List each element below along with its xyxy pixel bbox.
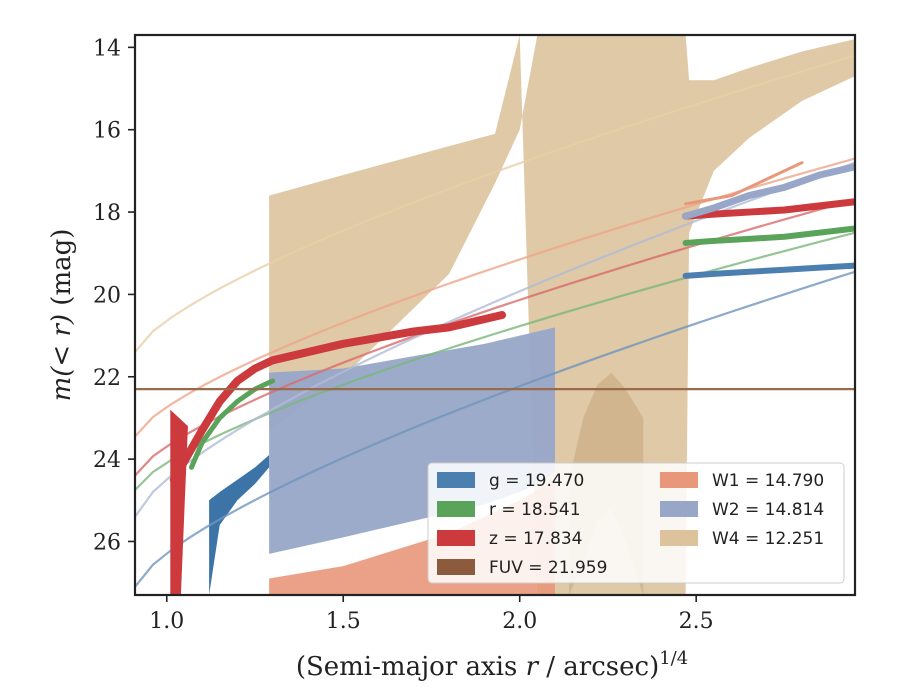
legend-label-W4: W4 = 12.251: [712, 529, 824, 549]
series-r: [682, 225, 855, 246]
legend-label-z: z = 17.834: [489, 529, 582, 549]
y-tick-label: 20: [93, 283, 121, 308]
x-tick-label: 1.5: [326, 609, 361, 634]
legend: g = 19.470 r = 18.541 z = 17.834 FUV = 21.9…: [427, 462, 845, 584]
y-axis-title: m(< r) (mag): [47, 229, 77, 402]
y-tick-label: 18: [93, 201, 121, 226]
legend-label-FUV: FUV = 21.959: [489, 558, 607, 578]
x-tick-label: 2.5: [679, 609, 714, 634]
axis-ticks: 1.0 1.5 2.0 2.5 14 16 18 20 22 24 26: [93, 36, 714, 634]
legend-swatch-W4: [660, 530, 698, 546]
series-z-inner: [169, 311, 507, 484]
legend-swatch-r: [437, 501, 475, 517]
legend-swatch-z: [437, 530, 475, 546]
legend-swatch-g: [437, 472, 475, 488]
legend-label-g: g = 19.470: [489, 471, 584, 491]
x-axis-title: (Semi-major axis r / arcsec)1/4: [296, 648, 688, 682]
legend-swatch-W1: [660, 472, 698, 488]
y-tick-label: 14: [93, 36, 121, 61]
band-g-blue: [209, 455, 270, 595]
y-tick-label: 22: [93, 366, 121, 391]
model-g-model: [135, 270, 855, 588]
series-W2-line: [682, 163, 855, 220]
x-tick-label: 2.0: [502, 609, 537, 634]
series-W1-line: [684, 161, 804, 206]
legend-swatch-FUV: [437, 559, 475, 575]
plot-frame: [133, 33, 857, 597]
model-W4-model: [135, 54, 855, 353]
series-z: [682, 198, 855, 220]
model-z-model: [135, 198, 855, 477]
series-g: [682, 262, 855, 279]
model-W2-model: [135, 161, 855, 518]
y-tick-label: 24: [93, 448, 121, 473]
band-z-spike: [170, 409, 188, 595]
legend-label-W1: W1 = 14.790: [712, 471, 824, 491]
legend-label-W2: W2 = 14.814: [712, 500, 824, 520]
legend-swatch-W2: [660, 501, 698, 517]
y-tick-label: 16: [93, 119, 121, 144]
y-tick-label: 26: [93, 530, 121, 555]
x-tick-label: 1.0: [149, 609, 184, 634]
legend-label-r: r = 18.541: [489, 500, 581, 520]
series-r-inner: [188, 378, 276, 470]
band-W4: [269, 35, 855, 595]
